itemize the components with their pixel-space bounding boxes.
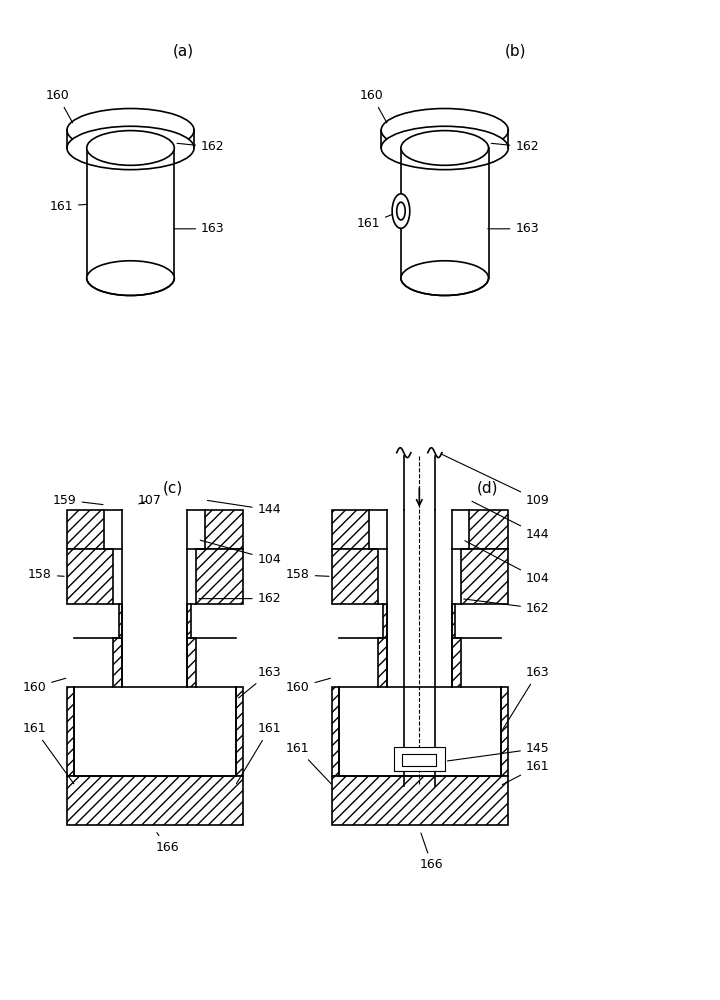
Polygon shape bbox=[196, 549, 243, 604]
Polygon shape bbox=[67, 549, 113, 604]
Text: 109: 109 bbox=[441, 454, 549, 507]
Text: 144: 144 bbox=[207, 500, 282, 516]
Polygon shape bbox=[332, 510, 369, 549]
Ellipse shape bbox=[67, 109, 194, 152]
Text: 162: 162 bbox=[177, 140, 225, 153]
Ellipse shape bbox=[401, 131, 488, 165]
Polygon shape bbox=[187, 604, 191, 638]
Polygon shape bbox=[469, 510, 508, 549]
Text: 161: 161 bbox=[286, 742, 331, 784]
Ellipse shape bbox=[86, 261, 174, 295]
Text: 104: 104 bbox=[200, 540, 282, 566]
Polygon shape bbox=[501, 687, 508, 776]
Ellipse shape bbox=[397, 202, 405, 220]
Text: 107: 107 bbox=[138, 494, 161, 507]
Text: 161: 161 bbox=[356, 212, 398, 230]
Polygon shape bbox=[204, 510, 243, 549]
Polygon shape bbox=[236, 687, 243, 776]
Text: 145: 145 bbox=[448, 742, 549, 761]
Text: 163: 163 bbox=[487, 222, 539, 235]
Text: 159: 159 bbox=[53, 494, 103, 507]
Text: (b): (b) bbox=[505, 44, 526, 59]
Text: 158: 158 bbox=[286, 568, 329, 581]
Polygon shape bbox=[332, 549, 378, 604]
Text: 160: 160 bbox=[46, 89, 73, 123]
Ellipse shape bbox=[401, 261, 488, 295]
Text: (a): (a) bbox=[173, 44, 194, 59]
Text: 166: 166 bbox=[156, 833, 179, 854]
Text: 161: 161 bbox=[49, 200, 88, 213]
Text: 160: 160 bbox=[286, 678, 330, 694]
Polygon shape bbox=[67, 510, 104, 549]
Text: 158: 158 bbox=[28, 568, 64, 581]
Text: 160: 160 bbox=[22, 678, 66, 694]
Text: 163: 163 bbox=[174, 222, 225, 235]
Text: (c): (c) bbox=[163, 481, 183, 496]
Polygon shape bbox=[67, 687, 74, 776]
Text: 104: 104 bbox=[465, 541, 549, 585]
Text: 162: 162 bbox=[464, 599, 549, 615]
Text: 160: 160 bbox=[360, 89, 387, 123]
Bar bbox=[402, 754, 436, 766]
Polygon shape bbox=[378, 638, 387, 687]
Polygon shape bbox=[119, 604, 122, 638]
Polygon shape bbox=[451, 604, 455, 638]
Text: 166: 166 bbox=[420, 833, 444, 871]
Ellipse shape bbox=[86, 131, 174, 165]
Polygon shape bbox=[461, 549, 508, 604]
Text: 162: 162 bbox=[491, 140, 539, 153]
Polygon shape bbox=[332, 687, 339, 776]
Polygon shape bbox=[113, 638, 122, 687]
Text: 163: 163 bbox=[503, 666, 549, 729]
Text: 163: 163 bbox=[238, 666, 282, 698]
Ellipse shape bbox=[381, 109, 508, 152]
Text: 161: 161 bbox=[236, 722, 282, 784]
Polygon shape bbox=[67, 776, 243, 825]
Bar bbox=[394, 747, 445, 771]
Polygon shape bbox=[451, 638, 461, 687]
Ellipse shape bbox=[381, 126, 508, 170]
Polygon shape bbox=[332, 776, 508, 825]
Ellipse shape bbox=[67, 126, 194, 170]
Polygon shape bbox=[187, 638, 196, 687]
Text: 161: 161 bbox=[503, 760, 549, 785]
Text: 144: 144 bbox=[472, 501, 549, 541]
Text: 162: 162 bbox=[199, 592, 282, 605]
Polygon shape bbox=[383, 604, 387, 638]
Text: (d): (d) bbox=[477, 481, 498, 496]
Ellipse shape bbox=[392, 194, 410, 228]
Text: 161: 161 bbox=[22, 722, 74, 784]
